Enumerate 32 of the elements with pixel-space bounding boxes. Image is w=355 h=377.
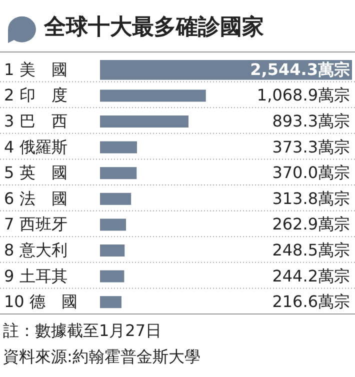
y-tick-label: 2 印 度 [4, 86, 68, 105]
bar [100, 167, 137, 180]
data-label: 216.6萬宗 [272, 292, 350, 312]
data-label: 1,068.9萬宗 [256, 86, 350, 105]
data-label: 2,544.3萬宗 [250, 60, 350, 79]
bar [100, 270, 124, 282]
bar [100, 90, 206, 102]
bar [100, 218, 126, 231]
data-label: 373.3萬宗 [272, 137, 350, 156]
data-label: 893.3萬宗 [272, 112, 350, 130]
data-label: 248.5萬宗 [272, 240, 350, 260]
bar [100, 296, 122, 308]
data-label: 370.0萬宗 [272, 163, 350, 182]
text: 註：數據截至1月27日 [3, 321, 162, 340]
y-tick-label: 5 英 國 [4, 163, 68, 182]
bar [100, 192, 132, 205]
source-note: 資料來源:約翰霍普金斯大學 [3, 347, 200, 366]
chart-title: 全球十大最多確診國家 [43, 14, 264, 40]
bar [100, 116, 188, 128]
y-tick-label: 6 法 國 [4, 188, 68, 208]
data-label: 313.8萬宗 [272, 188, 350, 208]
y-tick-label: 10 德 國 [4, 292, 78, 312]
y-tick-label: 4 俄羅斯 [4, 137, 68, 156]
data-label: 244.2萬宗 [272, 266, 350, 286]
y-tick-label: 9 土耳其 [4, 266, 68, 286]
y-tick-label: 1 美 國 [4, 60, 68, 79]
y-tick-label: 8 意大利 [4, 240, 68, 260]
bar [100, 141, 137, 154]
y-tick-label: 3 巴 西 [4, 112, 68, 130]
bar [100, 244, 125, 256]
y-tick-label: 7 西班牙 [4, 214, 68, 234]
data-label: 262.9萬宗 [272, 214, 350, 234]
